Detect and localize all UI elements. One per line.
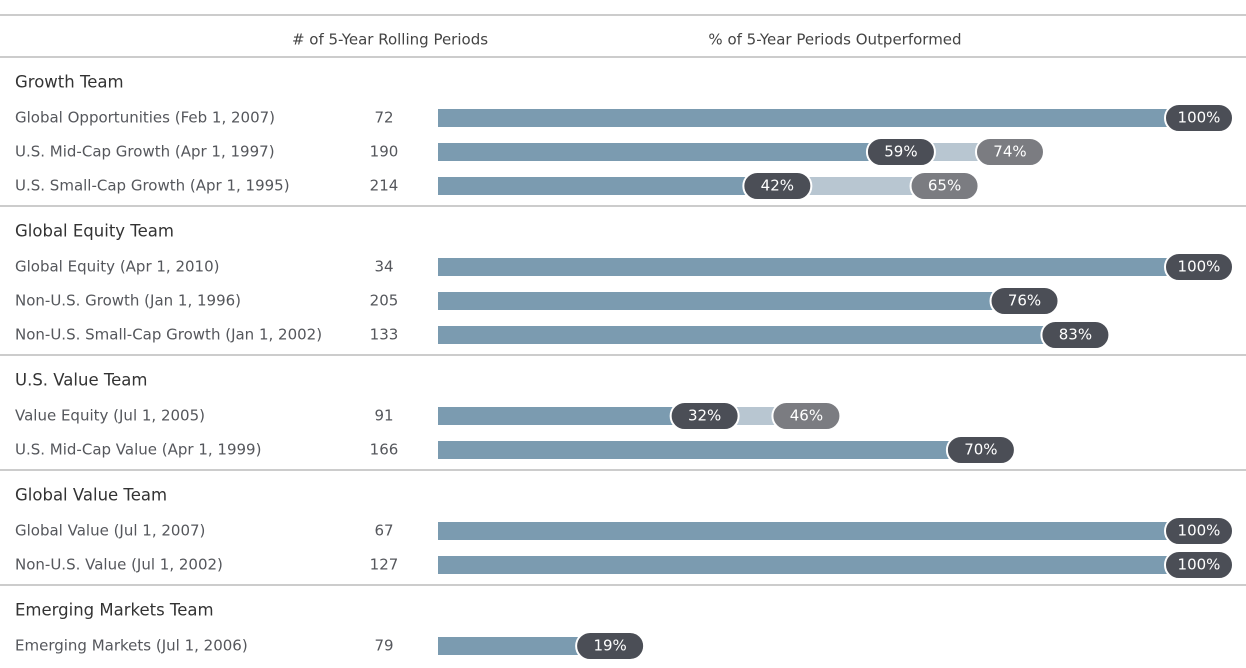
- row-periods: 127: [370, 556, 399, 574]
- value-pill: [1164, 103, 1234, 133]
- value-label: 19%: [593, 637, 626, 655]
- value-pill: [1164, 252, 1234, 282]
- bar: [438, 143, 901, 161]
- group-title: Emerging Markets Team: [15, 601, 214, 620]
- bar: [438, 556, 1199, 574]
- row-label: U.S. Mid-Cap Growth (Apr 1, 1997): [15, 143, 275, 161]
- value-pill: [771, 401, 842, 431]
- row-label: U.S. Mid-Cap Value (Apr 1, 1999): [15, 441, 261, 459]
- row-label: Value Equity (Jul 1, 2005): [15, 407, 205, 425]
- row-periods: 91: [374, 407, 393, 425]
- value-pill: [742, 171, 813, 201]
- bar: [438, 407, 705, 425]
- row-periods: 166: [370, 441, 399, 459]
- row-periods: 190: [370, 143, 399, 161]
- bar: [438, 292, 1025, 310]
- value-label: 100%: [1178, 109, 1221, 127]
- value-label: 46%: [790, 407, 823, 425]
- value-pill: [945, 435, 1016, 465]
- row-periods: 34: [374, 258, 393, 276]
- bar: [438, 109, 1199, 127]
- row-label: Global Value (Jul 1, 2007): [15, 522, 205, 540]
- value-label: 65%: [928, 177, 961, 195]
- row-periods: 67: [374, 522, 393, 540]
- value-pill: [865, 137, 936, 167]
- row-periods: 133: [370, 326, 399, 344]
- value-label: 70%: [964, 441, 997, 459]
- bar: [438, 441, 981, 459]
- row-periods: 205: [370, 292, 399, 310]
- value-label: 100%: [1178, 556, 1221, 574]
- value-pill: [575, 631, 646, 661]
- value-label: 42%: [761, 177, 794, 195]
- row-label: Non-U.S. Growth (Jan 1, 1996): [15, 292, 241, 310]
- value-label: 59%: [884, 143, 917, 161]
- row-label: Non-U.S. Value (Jul 1, 2002): [15, 556, 223, 574]
- row-periods: 79: [374, 637, 393, 655]
- column-header: % of 5-Year Periods Outperformed: [708, 31, 961, 49]
- value-pill: [1164, 550, 1234, 580]
- value-pill: [1040, 320, 1111, 350]
- row-label: Global Opportunities (Feb 1, 2007): [15, 109, 275, 127]
- bar: [438, 637, 611, 655]
- row-label: Global Equity (Apr 1, 2010): [15, 258, 220, 276]
- group-title: U.S. Value Team: [15, 371, 147, 390]
- row-periods: 72: [374, 109, 393, 127]
- value-label: 74%: [993, 143, 1026, 161]
- row-label: Non-U.S. Small-Cap Growth (Jan 1, 2002): [15, 326, 322, 344]
- group-title: Global Value Team: [15, 486, 167, 505]
- row-periods: 214: [370, 177, 399, 195]
- value-label: 100%: [1178, 522, 1221, 540]
- value-pill: [669, 401, 740, 431]
- value-label: 83%: [1059, 326, 1092, 344]
- bar: [438, 177, 778, 195]
- group-title: Global Equity Team: [15, 222, 174, 241]
- row-label: U.S. Small-Cap Growth (Apr 1, 1995): [15, 177, 290, 195]
- bar: [438, 326, 1076, 344]
- bar: [438, 258, 1199, 276]
- column-header: # of 5-Year Rolling Periods: [292, 31, 488, 49]
- value-label: 32%: [688, 407, 721, 425]
- value-pill: [974, 137, 1045, 167]
- value-pill: [989, 286, 1060, 316]
- value-pill: [1164, 516, 1234, 546]
- group-title: Growth Team: [15, 73, 124, 92]
- value-label: 100%: [1178, 258, 1221, 276]
- row-label: Emerging Markets (Jul 1, 2006): [15, 637, 248, 655]
- value-label: 76%: [1008, 292, 1041, 310]
- value-pill: [909, 171, 980, 201]
- bar: [438, 522, 1199, 540]
